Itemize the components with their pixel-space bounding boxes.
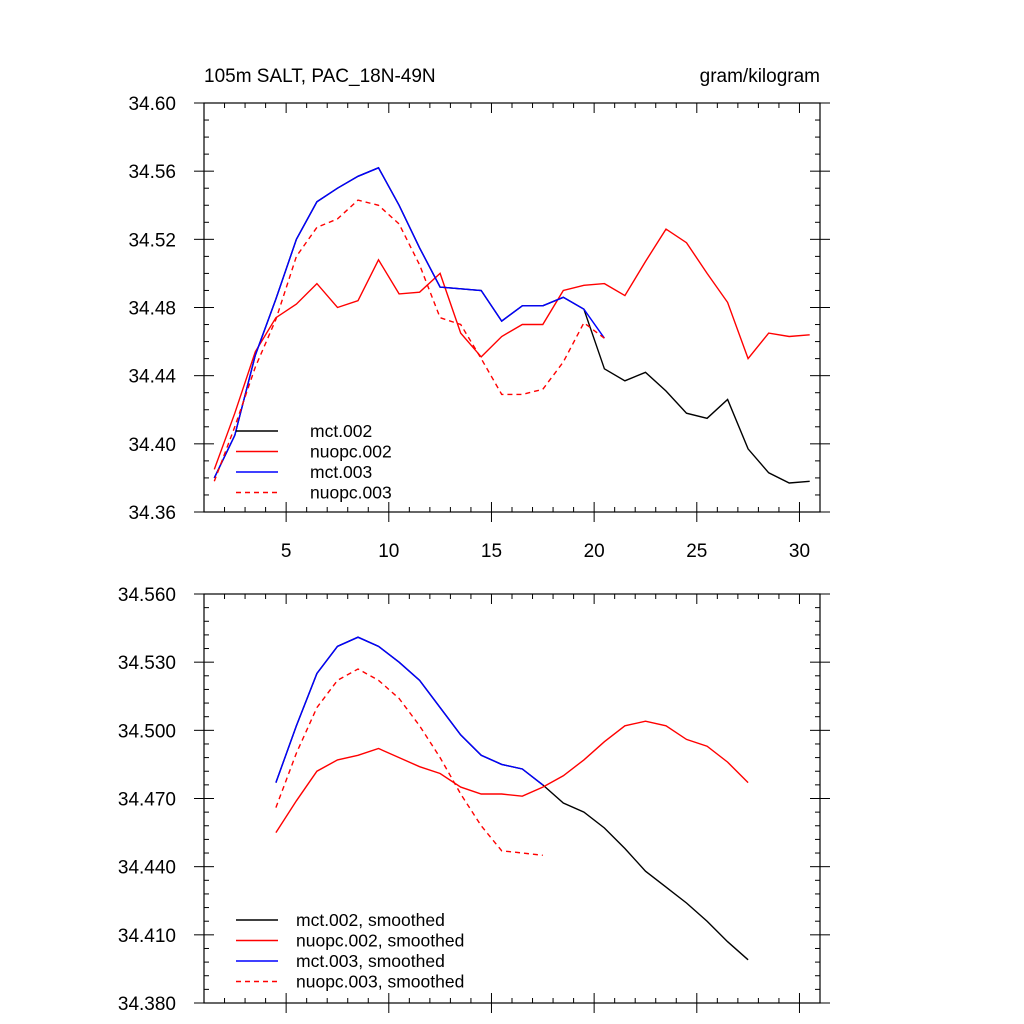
top-title-right: gram/kilogram	[700, 66, 820, 87]
series-line-top-3	[213, 199, 605, 482]
x-tick-label: 15	[481, 541, 502, 562]
series-line-top-1	[213, 228, 810, 470]
series-line-bottom-1	[275, 720, 749, 833]
legend-label: mct.003	[310, 462, 372, 482]
legend-label: mct.002	[310, 421, 372, 441]
bottom-panel: 34.380 34.410 34.440 34.470 34.500 34.530 34.5…	[118, 585, 830, 1015]
x-tick-label: 5	[281, 541, 292, 562]
y-tick-label: 34.36	[128, 503, 176, 524]
y-tick-label: 34.440	[118, 858, 176, 879]
y-tick-label: 34.500	[118, 721, 176, 742]
top-title-left: 105m SALT, PAC_18N-49N	[204, 66, 436, 87]
y-tick-label: 34.48	[128, 299, 176, 320]
y-tick-label: 34.410	[118, 926, 176, 947]
y-tick-label: 34.560	[118, 585, 176, 606]
y-tick-label: 34.60	[128, 94, 176, 115]
legend-label: nuopc.002	[310, 442, 392, 462]
top-plot-lines	[213, 166, 810, 484]
series-line-bottom-2	[275, 636, 544, 786]
bottom-axes: 34.380 34.410 34.440 34.470 34.500 34.530 34.5…	[118, 585, 830, 1015]
y-tick-label: 34.470	[118, 790, 176, 811]
legend-label: nuopc.003, smoothed	[296, 972, 464, 992]
y-tick-label: 34.52	[128, 230, 176, 251]
series-line-top-2	[213, 166, 605, 479]
x-tick-label: 20	[584, 541, 605, 562]
legend-label: nuopc.003	[310, 483, 392, 503]
bottom-plot-lines	[275, 636, 749, 961]
y-tick-label: 34.380	[118, 994, 176, 1015]
legend-label: nuopc.002, smoothed	[296, 931, 464, 951]
legend-label: mct.003, smoothed	[296, 951, 445, 971]
top-panel: 105m SALT, PAC_18N-49N gram/kilogram 5 10…	[128, 66, 830, 562]
y-tick-label: 34.40	[128, 435, 176, 456]
top-axes: 5 10 15 20 25 30 34.36 34.40 34.44 34.48 34.52 34.5…	[128, 94, 830, 562]
y-tick-label: 34.530	[118, 653, 176, 674]
x-tick-label: 30	[789, 541, 810, 562]
y-tick-label: 34.44	[128, 367, 176, 388]
x-tick-label: 10	[378, 541, 399, 562]
x-tick-label: 25	[686, 541, 707, 562]
legend-label: mct.002, smoothed	[296, 910, 445, 930]
y-tick-label: 34.56	[128, 162, 176, 183]
